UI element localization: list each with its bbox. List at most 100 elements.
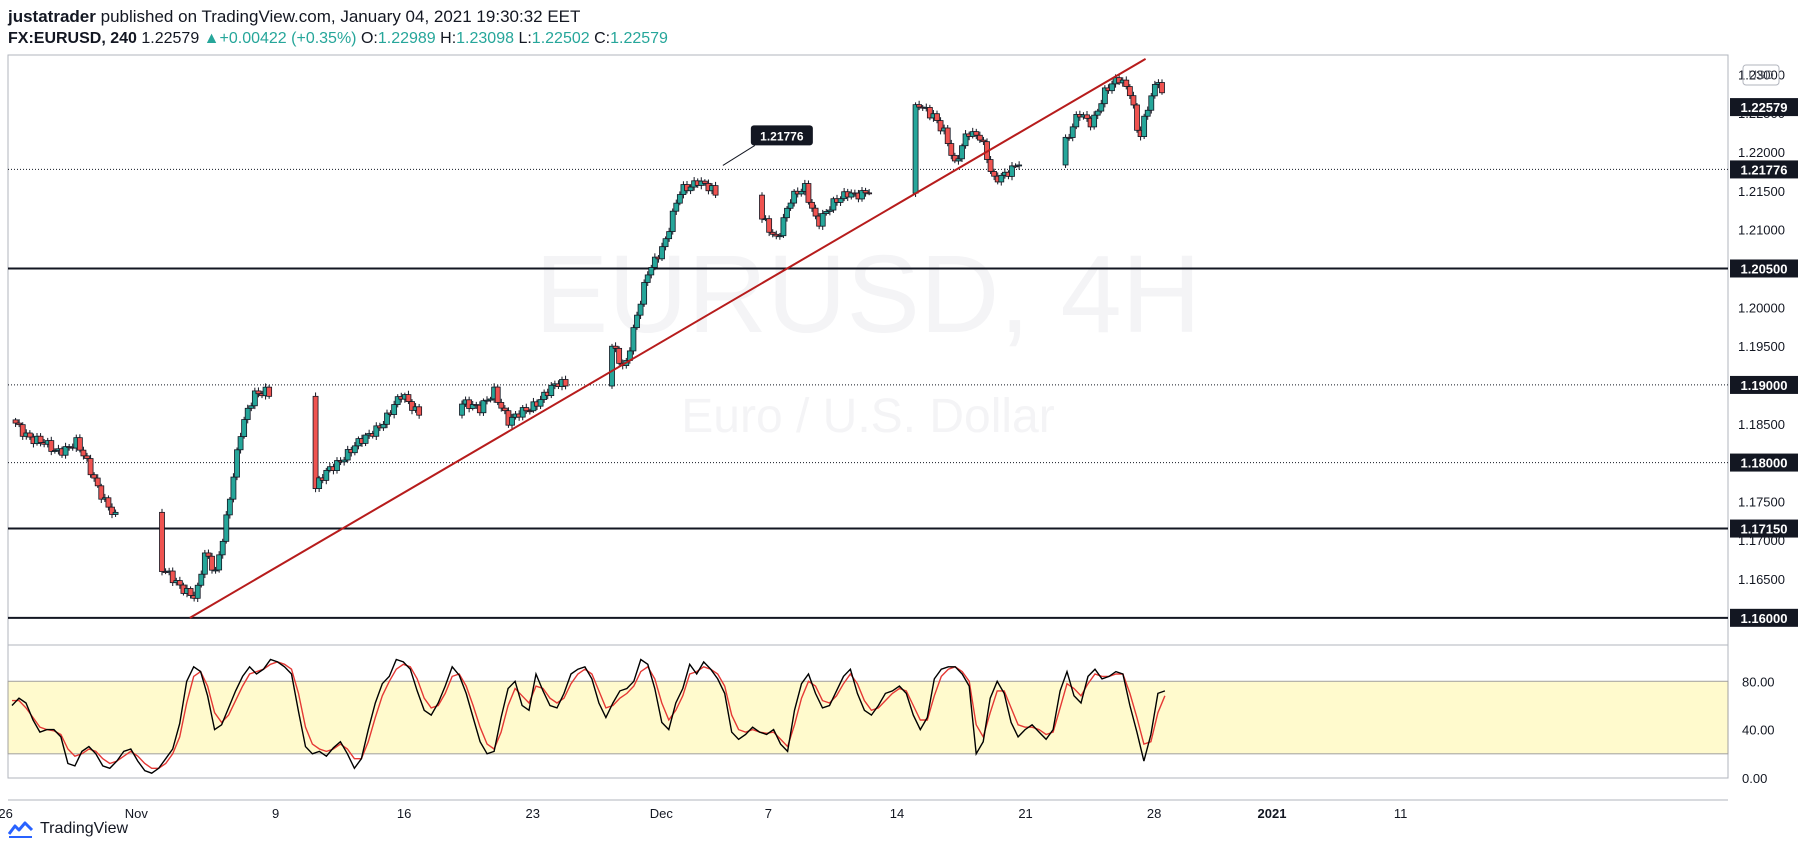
candle-body <box>394 396 401 405</box>
time-tick-label: 28 <box>1147 806 1161 818</box>
level-label-bg <box>1730 608 1798 627</box>
candle-body <box>1101 87 1108 105</box>
candle-body <box>866 192 873 195</box>
candle-body <box>837 198 844 203</box>
candle-body <box>976 134 983 141</box>
level-label-bg <box>1730 453 1798 472</box>
candle-body <box>209 555 215 571</box>
close-label: C: <box>594 30 611 47</box>
candle-body <box>494 386 501 403</box>
candle-body <box>194 584 201 599</box>
candle-body <box>87 458 94 476</box>
level-label: 1.17150 <box>1741 522 1788 537</box>
last-price-bg <box>1730 98 1798 117</box>
candle-body <box>766 218 773 233</box>
level-label: 1.20500 <box>1741 261 1788 276</box>
candle-body <box>1134 104 1140 131</box>
price-tick-label: 1.16500 <box>1738 572 1785 587</box>
candle-body <box>937 120 944 132</box>
time-tick-label: 14 <box>890 806 904 818</box>
candle-body <box>823 211 830 214</box>
candle-body <box>469 404 476 409</box>
close-value: 1.22579 <box>610 30 668 47</box>
candle-body <box>651 256 658 268</box>
open-value: 1.22989 <box>377 30 436 47</box>
candle-body <box>641 282 648 305</box>
candle-body <box>266 386 273 397</box>
candle-body <box>51 450 58 452</box>
price-tick-label: 1.20000 <box>1738 300 1785 315</box>
candle-body <box>948 143 955 156</box>
price-tick-label: 1.23000 <box>1738 67 1785 82</box>
candle-body <box>616 347 623 364</box>
symbol-name[interactable]: FX:EURUSD, 240 <box>8 30 137 47</box>
level-label: 1.16000 <box>1741 611 1788 626</box>
candle-body <box>791 190 798 204</box>
author-name[interactable]: justatrader <box>8 7 96 26</box>
candle-body <box>862 190 869 194</box>
candle-body <box>609 345 615 387</box>
candle-body <box>76 437 83 451</box>
candle-body <box>819 213 826 227</box>
candle-body <box>859 190 865 200</box>
watermark-description: Euro / U.S. Dollar <box>681 390 1054 443</box>
time-tick-label: 21 <box>1018 806 1032 818</box>
candle-body <box>230 476 237 500</box>
candle-body <box>1094 110 1101 116</box>
candle-body <box>323 469 330 481</box>
candle-body <box>94 477 101 487</box>
candle-body <box>980 139 987 143</box>
candle-body <box>487 398 494 401</box>
candle-body <box>48 440 55 452</box>
time-tick-label: 23 <box>525 806 539 818</box>
candle-body <box>205 552 212 557</box>
candle-body <box>1151 83 1158 97</box>
candle-body <box>1084 114 1090 119</box>
candle-body <box>62 446 69 456</box>
candle-body <box>659 246 665 260</box>
candle-body <box>973 131 980 136</box>
candle-body <box>91 474 98 479</box>
candle-body <box>26 432 33 438</box>
last-price-label: 1.22579 <box>1741 100 1788 115</box>
time-tick-label: Nov <box>125 806 149 818</box>
tradingview-logo-icon <box>8 821 34 838</box>
candle-body <box>669 210 676 232</box>
candle-body <box>501 407 508 412</box>
candle-body <box>416 406 423 416</box>
candle-body <box>1148 95 1155 111</box>
candle-body <box>848 192 855 198</box>
stoch-band <box>7 680 1729 755</box>
brand-name[interactable]: TradingView <box>40 820 129 837</box>
candle-body <box>759 194 765 220</box>
candle-body <box>805 183 812 203</box>
low-value: 1.22502 <box>531 30 590 47</box>
candle-body <box>526 410 533 413</box>
candle-body <box>334 460 340 471</box>
time-tick-label: 7 <box>765 806 772 818</box>
candle-body <box>241 419 248 438</box>
candle-body <box>312 395 319 489</box>
candle-body <box>1109 83 1115 92</box>
time-tick-label: 16 <box>397 806 411 818</box>
candle-body <box>105 497 112 508</box>
candle-body <box>109 506 115 515</box>
publication-info: justatrader published on TradingView.com… <box>8 6 1788 28</box>
candle-body <box>809 201 815 209</box>
low-label: L: <box>518 30 532 47</box>
candle-body <box>666 231 673 240</box>
price-tick-label: 1.17500 <box>1738 494 1785 509</box>
candle-body <box>934 113 940 121</box>
candle-body <box>159 511 165 572</box>
candle-body <box>459 403 465 416</box>
candle-body <box>912 104 919 194</box>
time-tick-label: 9 <box>272 806 279 818</box>
candle-body <box>926 107 933 119</box>
candle-body <box>176 580 183 586</box>
candle-body <box>1123 79 1130 87</box>
candle-body <box>562 379 569 387</box>
candle-body <box>712 185 719 196</box>
time-tick-label: Dec <box>650 806 674 818</box>
currency-label: USD <box>1748 68 1774 82</box>
